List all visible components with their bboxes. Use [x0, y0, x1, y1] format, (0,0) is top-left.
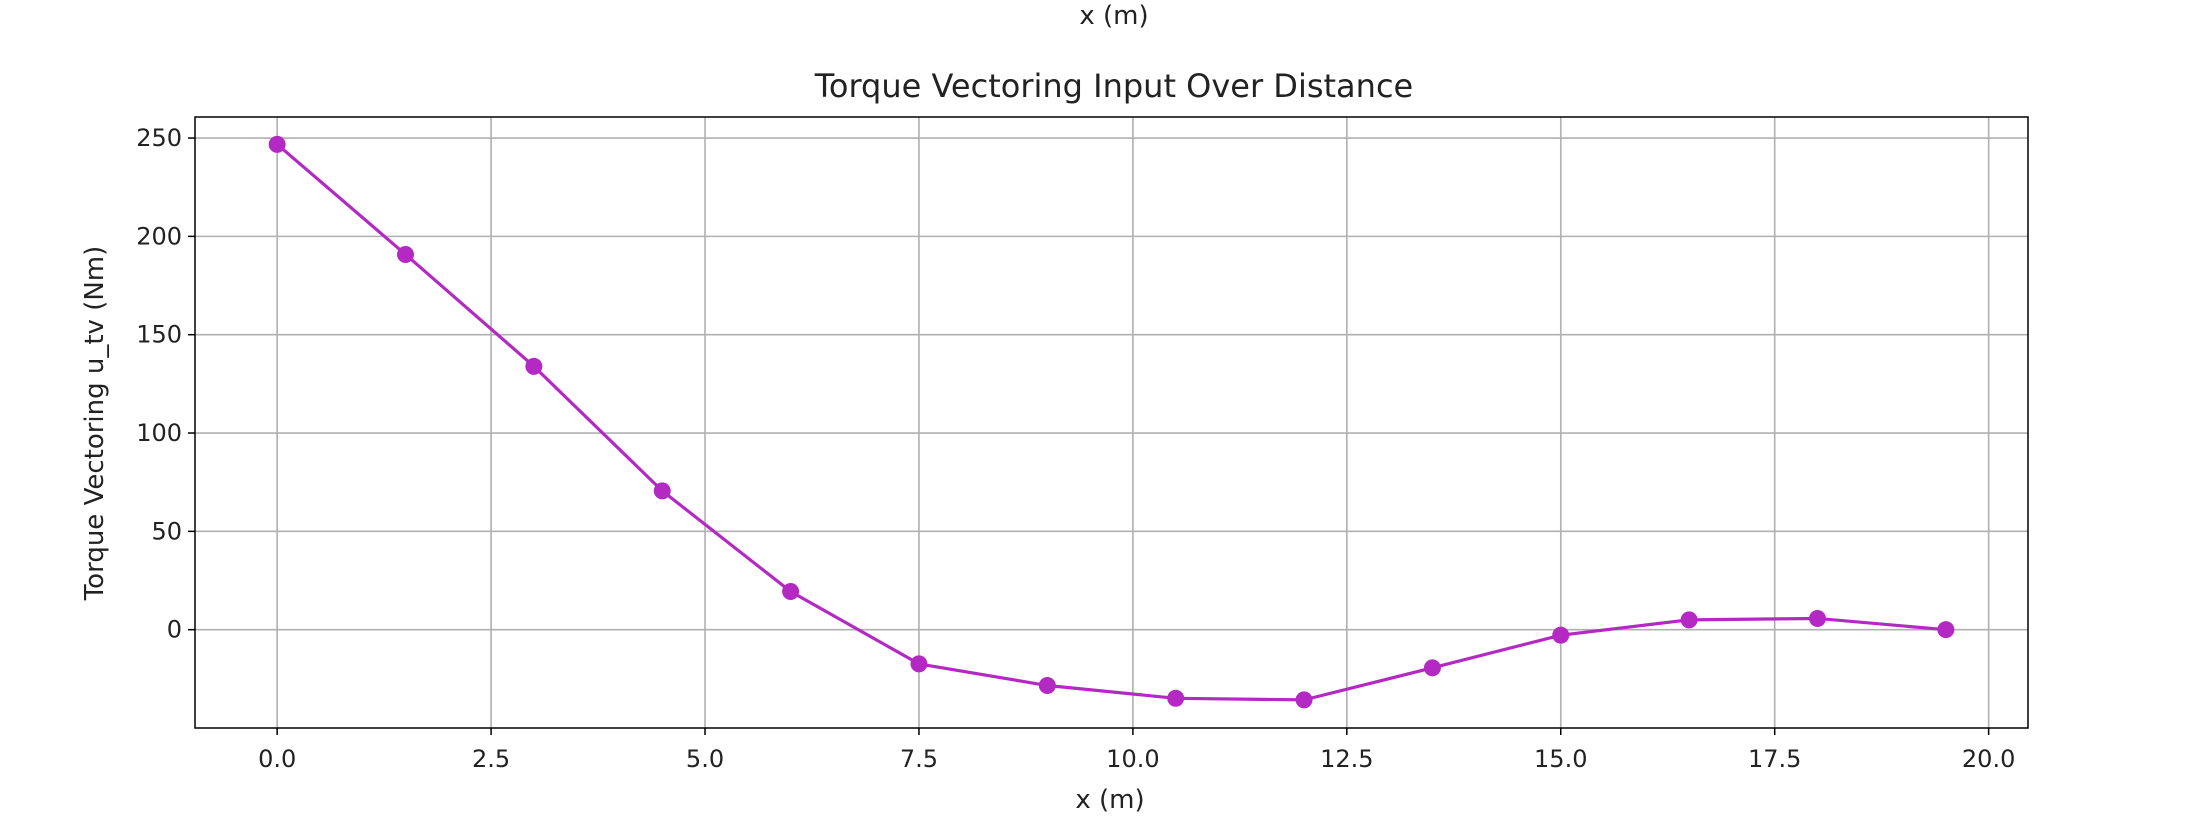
data-point — [653, 482, 671, 500]
data-point — [1937, 621, 1955, 639]
data-point — [397, 245, 415, 263]
x-tick-label: 0.0 — [258, 745, 296, 773]
data-point — [782, 583, 800, 601]
x-tick-label: 15.0 — [1534, 745, 1587, 773]
data-point — [910, 655, 928, 673]
data-point — [1552, 626, 1570, 644]
top-x-axis-label: x (m) — [1079, 1, 1148, 31]
y-tick-label: 200 — [136, 222, 182, 250]
y-tick-label: 100 — [136, 419, 182, 447]
data-point — [525, 357, 543, 375]
data-point — [1167, 689, 1185, 707]
data-point — [1295, 691, 1313, 709]
chart-title: Torque Vectoring Input Over Distance — [814, 67, 1413, 105]
y-tick-label: 150 — [136, 321, 182, 349]
x-axis-label: x (m) — [1075, 785, 1144, 815]
x-tick-label: 12.5 — [1320, 745, 1373, 773]
data-point — [1680, 611, 1698, 629]
data-point — [1423, 659, 1441, 677]
y-axis-ticks: 0 50 100 150 200 250 — [136, 124, 195, 644]
x-tick-label: 10.0 — [1106, 745, 1159, 773]
y-tick-label: 0 — [167, 616, 182, 644]
data-point — [268, 135, 286, 153]
x-tick-label: 5.0 — [686, 745, 724, 773]
plot-area — [194, 116, 2029, 729]
y-axis-label: Torque Vectoring u_tv (Nm) — [80, 246, 110, 602]
data-point — [1038, 677, 1056, 695]
data-point — [1808, 609, 1826, 627]
series-group — [268, 135, 1955, 709]
grid-lines — [195, 117, 2028, 728]
y-tick-label: 250 — [136, 124, 182, 152]
y-tick-label: 50 — [151, 517, 182, 545]
x-axis-ticks: 0.0 2.5 5.0 7.5 10.0 12.5 15.0 17.5 20.0 — [258, 728, 2015, 773]
x-tick-label: 7.5 — [900, 745, 938, 773]
x-tick-label: 2.5 — [472, 745, 510, 773]
x-tick-label: 20.0 — [1962, 745, 2015, 773]
x-tick-label: 17.5 — [1748, 745, 1801, 773]
series-line — [276, 143, 1946, 702]
